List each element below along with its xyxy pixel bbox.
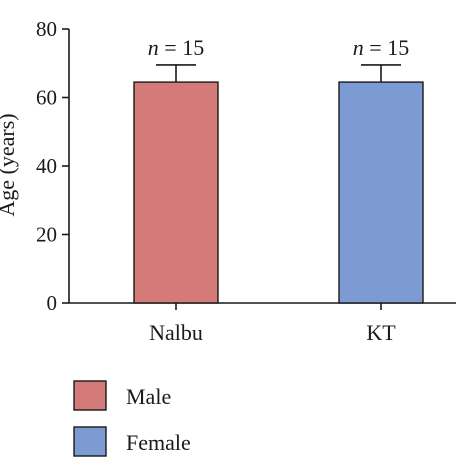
y-tick-label: 40 [36,154,57,178]
y-tick-label: 0 [47,291,58,315]
y-tick-label: 20 [36,223,57,247]
category-label-nalbu: Nalbu [149,320,203,345]
y-tick-label: 80 [36,17,57,41]
bar-kt [338,81,424,304]
category-label-kt: KT [366,320,396,345]
legend-label-male: Male [126,384,171,409]
y-axis-label: Age (years) [0,113,19,216]
legend-label-female: Female [126,430,191,455]
n-annotation-nalbu: n = 15 [148,35,204,60]
y-tick-label: 60 [36,86,57,110]
n-annotation-kt: n = 15 [353,35,409,60]
bar-nalbu [133,81,219,304]
legend: Male Female [73,380,191,457]
legend-swatch-male [73,380,107,411]
legend-swatch-female [73,426,107,457]
